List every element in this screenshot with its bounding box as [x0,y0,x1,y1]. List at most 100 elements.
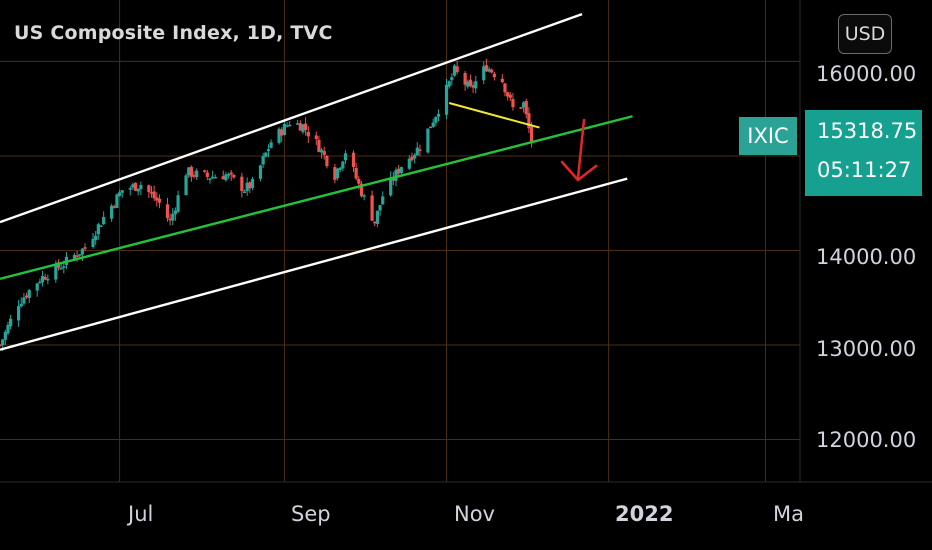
candle-body [394,169,398,181]
candle-body [72,255,77,259]
candle-body [157,198,162,203]
candle-body [317,139,321,152]
candle-body [418,149,422,152]
candle-body [500,78,504,83]
candle-body [184,175,188,196]
candle-body [46,278,50,281]
candle-body [410,156,414,161]
candle-body [27,290,31,298]
candle-body [351,152,356,168]
candle-body [139,184,143,190]
candle-body [325,155,329,167]
candle-body [389,177,393,196]
candle-body [128,188,132,190]
candle-body [203,170,207,172]
candle-body [447,81,451,87]
candle-body [226,174,231,176]
candle-body [1,339,5,346]
candle-body [269,142,273,148]
candle-body [463,73,467,85]
candle-body [333,167,337,180]
last-price: 15318.75 [817,119,918,143]
candle-body [413,154,417,159]
candle-body [407,158,411,169]
candle-body [335,168,340,179]
candle-body [115,194,119,209]
candle-body [492,73,496,78]
candle-body [80,248,84,255]
candle-body [0,344,2,347]
candle-body [301,124,305,133]
symbol-badge: IXIC [739,117,797,155]
candle-body [397,168,401,174]
candle-body [343,153,348,161]
candle-body [78,254,82,256]
candle-body [136,188,140,192]
candle-body [428,126,433,129]
candle-body [147,185,151,193]
candle-body [378,205,382,211]
candle-body [436,114,441,117]
candle-body [9,318,13,327]
candle-body [173,210,178,215]
candle-body [6,324,10,334]
candle-body [22,297,26,304]
candle-body [120,190,124,193]
x-tick-label: Sep [291,502,331,526]
bar-countdown: 05:11:27 [817,158,912,182]
candle-body [391,177,395,181]
candle-body [187,167,191,176]
channel-middle-line [0,115,633,280]
candle-body [229,172,233,175]
candle-body [354,167,358,179]
candle-body [280,129,284,136]
candle-body [155,197,159,201]
candlesticks [0,58,534,351]
candle-body [373,221,377,224]
candle-body [415,147,419,156]
candle-body [519,107,523,109]
candle-body [434,116,438,123]
currency-button[interactable]: USD [838,14,892,54]
candle-body [338,167,342,170]
candle-body [484,65,488,72]
candle-body [277,128,281,143]
candle-body [168,218,172,221]
x-tick-label: Jul [128,502,154,526]
candle-body [508,94,512,98]
candle-body [529,126,534,143]
candle-body [261,156,265,165]
candle-body [224,174,228,181]
candle-body [452,65,457,76]
x-tick-label: 2022 [615,502,674,526]
candle-body [527,113,531,129]
candle-body [195,170,199,178]
candle-body [38,281,42,284]
candle-body [240,176,244,192]
candle-body [133,182,138,191]
candle-body [266,149,271,152]
candle-body [62,266,66,268]
candle-body [192,175,196,177]
candle-body [399,167,403,173]
y-tick-label: 16000.00 [816,62,917,86]
candle-body [232,174,236,178]
candle-body [242,191,247,194]
candle-body [94,235,98,241]
candle-body [40,275,45,283]
candle-body [211,176,215,179]
candle-body [221,176,225,180]
candle-body [264,152,268,157]
x-tick-label: Nov [454,502,495,526]
y-tick-label: 13000.00 [816,337,917,361]
candle-body [474,81,478,89]
grid-lines [0,0,932,483]
candle-body [91,238,95,248]
candle-body [304,123,308,130]
candle-body [245,182,249,192]
candle-body [83,247,87,249]
candle-body [282,124,286,136]
candle-body [118,192,122,197]
x-tick-label: Ma [773,502,804,526]
